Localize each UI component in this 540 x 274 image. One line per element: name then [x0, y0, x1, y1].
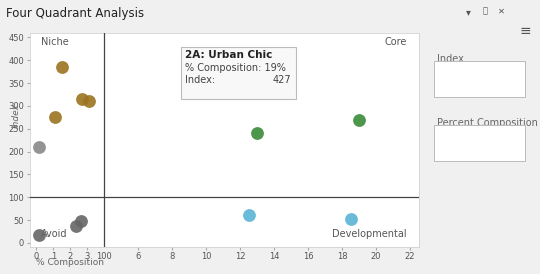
- FancyBboxPatch shape: [434, 61, 525, 97]
- Text: Core: Core: [384, 38, 407, 47]
- Point: [78, 97, 86, 101]
- Text: Avoid: Avoid: [40, 229, 68, 239]
- Text: % Composition: 19%: % Composition: 19%: [185, 63, 286, 73]
- Point: [76, 219, 85, 224]
- Point: [355, 118, 363, 122]
- FancyBboxPatch shape: [434, 125, 525, 161]
- Point: [85, 99, 93, 104]
- Point: [363, 0, 372, 3]
- Text: Index: Index: [12, 102, 21, 128]
- Text: Percent Composition: Percent Composition: [437, 118, 538, 128]
- Text: 100: 100: [97, 252, 112, 261]
- Point: [58, 65, 66, 69]
- Text: 110: 110: [442, 74, 461, 84]
- Text: ⧖: ⧖: [482, 7, 487, 16]
- Point: [71, 223, 80, 228]
- Text: ▾: ▾: [465, 7, 470, 17]
- Text: % Composition: % Composition: [36, 258, 104, 267]
- Text: 2A: Urban Chic: 2A: Urban Chic: [185, 50, 272, 60]
- Text: Niche: Niche: [40, 38, 69, 47]
- Text: ≡: ≡: [519, 24, 531, 38]
- Text: Developmental: Developmental: [332, 229, 407, 239]
- Text: Index:: Index:: [185, 75, 215, 85]
- Point: [35, 145, 43, 149]
- FancyBboxPatch shape: [181, 47, 296, 99]
- Point: [35, 233, 43, 237]
- Text: ✕: ✕: [498, 7, 505, 16]
- Point: [245, 212, 253, 217]
- Text: Four Quadrant Analysis: Four Quadrant Analysis: [6, 7, 145, 20]
- Point: [51, 115, 59, 119]
- Text: Index: Index: [437, 54, 464, 64]
- Text: 4: 4: [442, 138, 448, 148]
- Point: [253, 131, 261, 136]
- Point: [346, 217, 355, 221]
- Text: 427: 427: [273, 75, 291, 85]
